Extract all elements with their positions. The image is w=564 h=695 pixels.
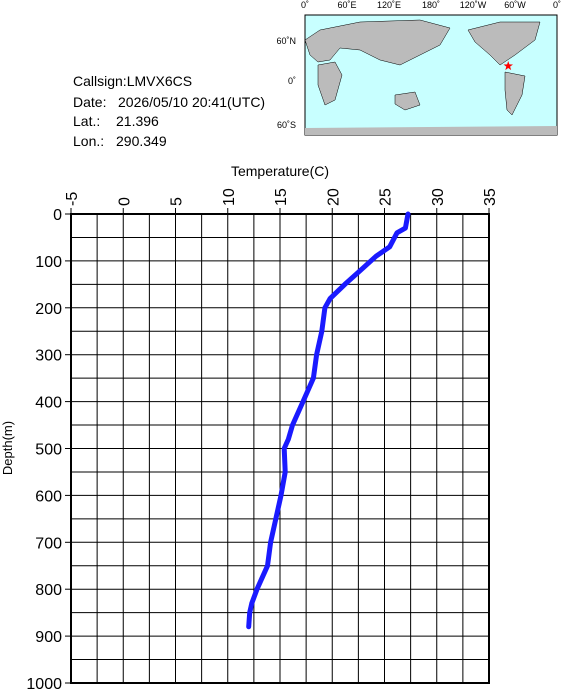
map-lon-label: 0˚ bbox=[553, 0, 561, 10]
x-tick-label: 35 bbox=[482, 188, 499, 206]
antarctica bbox=[305, 126, 557, 135]
map-lon-label: 180˚ bbox=[422, 0, 440, 10]
x-tick-label: 15 bbox=[273, 188, 290, 206]
x-tick-label: -5 bbox=[64, 192, 81, 206]
lon: 290.349 bbox=[116, 133, 167, 149]
lat: 21.396 bbox=[116, 113, 159, 129]
y-tick-label: 200 bbox=[35, 301, 62, 318]
x-tick-label: 20 bbox=[325, 188, 342, 206]
y-tick-label: 400 bbox=[35, 395, 62, 412]
temperature-profile bbox=[246, 211, 411, 630]
y-tick-label: 100 bbox=[35, 254, 62, 271]
y-tick-label: 500 bbox=[35, 442, 62, 459]
map-lat-label: 60˚N bbox=[276, 36, 296, 46]
australia bbox=[394, 91, 421, 111]
eurasia bbox=[304, 19, 451, 66]
map-lon-label: 60˚W bbox=[504, 0, 526, 10]
south-america bbox=[504, 71, 526, 116]
callsign: Callsign:LMVX6CS bbox=[73, 73, 192, 89]
y-tick-label: 800 bbox=[35, 582, 62, 599]
x-tick-label: 0 bbox=[116, 197, 133, 206]
x-tick-label: 10 bbox=[221, 188, 238, 206]
map-lon-label: 120˚E bbox=[377, 0, 401, 10]
date-label: Date: bbox=[73, 94, 106, 110]
map-lon-label: 60˚E bbox=[337, 0, 356, 10]
location-marker bbox=[503, 61, 513, 71]
x-tick-label: 5 bbox=[169, 197, 186, 206]
africa bbox=[317, 61, 343, 106]
map-lon-label: 120˚W bbox=[460, 0, 487, 10]
world-map bbox=[304, 14, 558, 136]
y-tick-label: 0 bbox=[53, 207, 62, 224]
y-tick-label: 300 bbox=[35, 348, 62, 365]
date: 2026/05/10 20:41(UTC) bbox=[118, 94, 265, 110]
map-lat-label: 60˚S bbox=[277, 120, 296, 130]
x-tick-label: 30 bbox=[430, 188, 447, 206]
x-tick-label: 25 bbox=[378, 188, 395, 206]
map-lat-label: 0˚ bbox=[288, 76, 296, 86]
map-lon-label: 0˚ bbox=[301, 0, 309, 10]
north-america bbox=[467, 21, 541, 66]
y-tick-label: 1000 bbox=[26, 676, 62, 690]
y-axis-title: Depth(m) bbox=[0, 421, 15, 475]
y-tick-label: 900 bbox=[35, 629, 62, 646]
lat-label: Lat.: bbox=[73, 113, 100, 129]
x-axis-title: Temperature(C) bbox=[231, 163, 329, 179]
y-tick-label: 600 bbox=[35, 488, 62, 505]
lon-label: Lon.: bbox=[73, 133, 104, 149]
y-tick-label: 700 bbox=[35, 535, 62, 552]
